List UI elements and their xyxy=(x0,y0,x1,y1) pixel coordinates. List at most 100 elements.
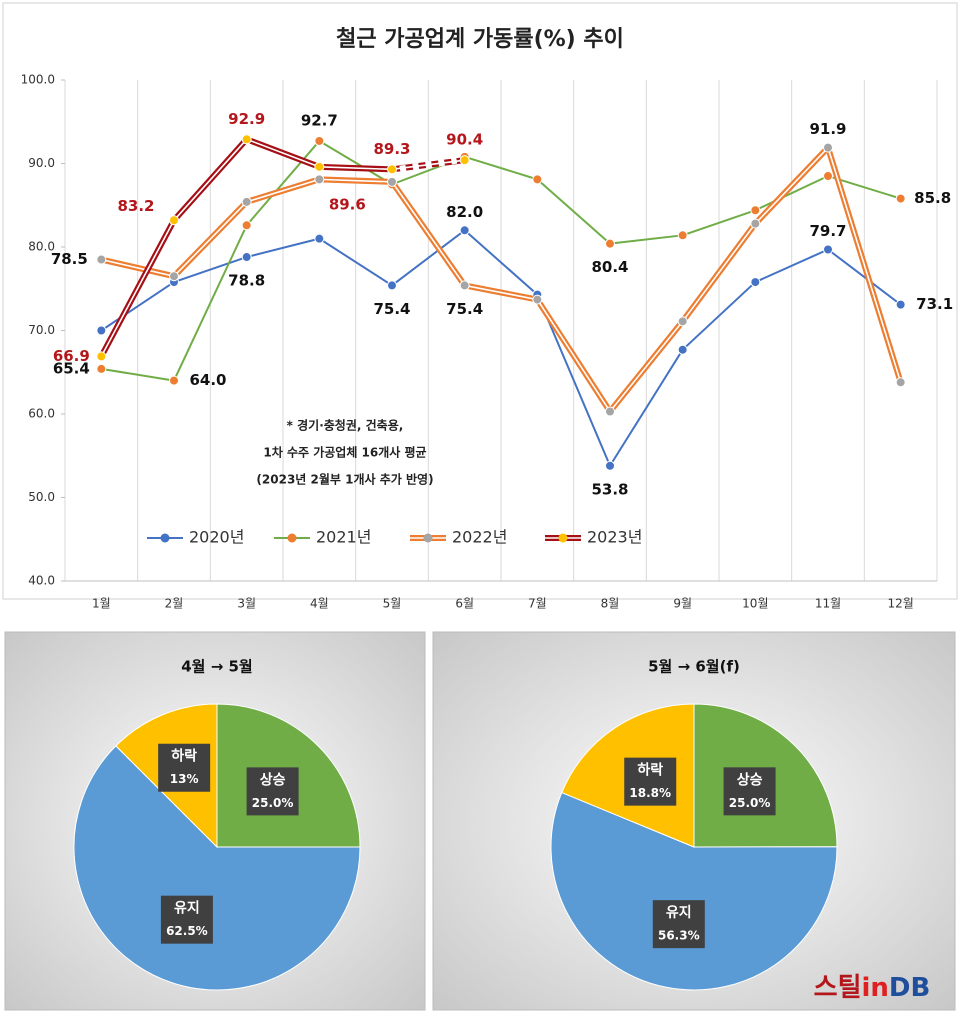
legend-label: 2022년 xyxy=(452,528,507,547)
marker xyxy=(532,174,543,185)
line-panel xyxy=(2,2,958,600)
x-tick-label: 10월 xyxy=(742,597,768,611)
marker xyxy=(241,220,252,231)
data-label: 89.6 xyxy=(329,195,366,213)
data-label: 78.5 xyxy=(51,250,88,268)
y-tick-label: 50.0 xyxy=(28,490,55,504)
slice-label: 상승 xyxy=(737,772,763,788)
marker xyxy=(169,271,179,282)
marker xyxy=(314,233,325,244)
marker xyxy=(677,316,688,327)
legend-label: 2021년 xyxy=(316,528,371,547)
x-tick-label: 5월 xyxy=(383,597,402,611)
label-box xyxy=(624,757,677,806)
marker xyxy=(750,218,761,229)
series-line xyxy=(100,229,902,467)
marker xyxy=(677,230,688,241)
marker xyxy=(605,406,615,417)
legend-marker xyxy=(558,533,568,543)
marker xyxy=(169,375,179,386)
slice-label: 상승 xyxy=(260,772,286,788)
series-line xyxy=(101,139,901,382)
y-tick-label: 40.0 xyxy=(28,574,55,588)
marker xyxy=(387,164,397,175)
slice-label: 하락 xyxy=(637,762,663,779)
data-label: 82.0 xyxy=(446,203,483,221)
data-label: 53.8 xyxy=(591,480,628,498)
marker xyxy=(895,377,906,388)
legend-label: 2020년 xyxy=(189,528,244,547)
marker xyxy=(96,254,107,265)
marker xyxy=(96,325,107,336)
data-label: 75.4 xyxy=(373,300,410,318)
data-label: 90.4 xyxy=(446,131,483,149)
label-box xyxy=(723,767,776,816)
y-tick-label: 100.0 xyxy=(21,73,55,87)
pie-title: 4월 → 5월 xyxy=(181,658,253,676)
slice-value: 62.5% xyxy=(166,924,208,938)
data-label: 78.8 xyxy=(228,272,265,290)
logo-part: in xyxy=(862,973,889,1003)
legend-marker xyxy=(287,533,297,543)
marker xyxy=(459,155,470,166)
marker xyxy=(241,134,252,145)
x-tick-label: 11월 xyxy=(815,597,841,611)
marker xyxy=(677,344,688,355)
logo-part: 스틸 xyxy=(814,973,862,1003)
legend-marker xyxy=(423,533,433,543)
annotation: * 경기·충청권, 건축용, xyxy=(287,418,404,433)
data-label: 64.0 xyxy=(189,371,226,389)
annotation: (2023년 2월부 1개사 추가 반영) xyxy=(256,472,433,487)
slice-label: 유지 xyxy=(174,901,200,917)
pie-title: 5월 → 6월(f) xyxy=(648,658,740,676)
marker xyxy=(459,225,470,236)
marker xyxy=(241,196,252,207)
label-box xyxy=(160,895,213,944)
x-tick-label: 8월 xyxy=(601,597,620,611)
data-label: 66.9 xyxy=(53,347,90,365)
marker xyxy=(895,299,906,310)
pie-slice xyxy=(73,745,361,991)
data-label: 92.9 xyxy=(228,110,265,128)
legend-marker xyxy=(160,533,170,543)
marker xyxy=(96,363,107,374)
marker xyxy=(605,460,615,471)
data-label: 85.8 xyxy=(914,189,951,207)
x-tick-label: 4월 xyxy=(310,597,329,611)
label-box xyxy=(246,767,299,816)
data-label: 91.9 xyxy=(809,120,846,138)
x-tick-label: 1월 xyxy=(92,597,111,611)
marker xyxy=(387,176,397,187)
data-label: 79.7 xyxy=(809,222,846,240)
x-tick-label: 7월 xyxy=(528,597,547,611)
y-tick-label: 90.0 xyxy=(28,156,55,170)
marker xyxy=(750,277,761,288)
marker xyxy=(314,135,325,146)
data-label: 89.3 xyxy=(373,140,410,158)
data-label: 83.2 xyxy=(117,197,154,215)
annotation: 1차 수주 가공업체 16개사 평균 xyxy=(263,445,426,460)
x-tick-label: 3월 xyxy=(237,597,256,611)
marker xyxy=(605,238,615,249)
x-tick-label: 12월 xyxy=(888,597,914,611)
label-box xyxy=(158,743,211,792)
data-label: 80.4 xyxy=(591,258,628,276)
marker xyxy=(895,193,906,204)
marker xyxy=(532,294,543,305)
forecast-dash xyxy=(399,156,458,173)
y-tick-label: 80.0 xyxy=(28,240,55,254)
data-label: 73.1 xyxy=(916,295,953,313)
x-tick-label: 9월 xyxy=(673,597,692,611)
marker xyxy=(823,142,833,153)
marker xyxy=(750,205,761,216)
x-tick-label: 2월 xyxy=(165,597,184,611)
label-box xyxy=(652,900,705,949)
pie-slice xyxy=(550,791,838,991)
marker xyxy=(459,280,470,291)
chart-title: 철근 가공업계 가동률(%) 추이 xyxy=(336,27,624,52)
marker xyxy=(387,280,397,291)
marker xyxy=(314,174,325,185)
logo-part: DB xyxy=(889,973,930,1003)
